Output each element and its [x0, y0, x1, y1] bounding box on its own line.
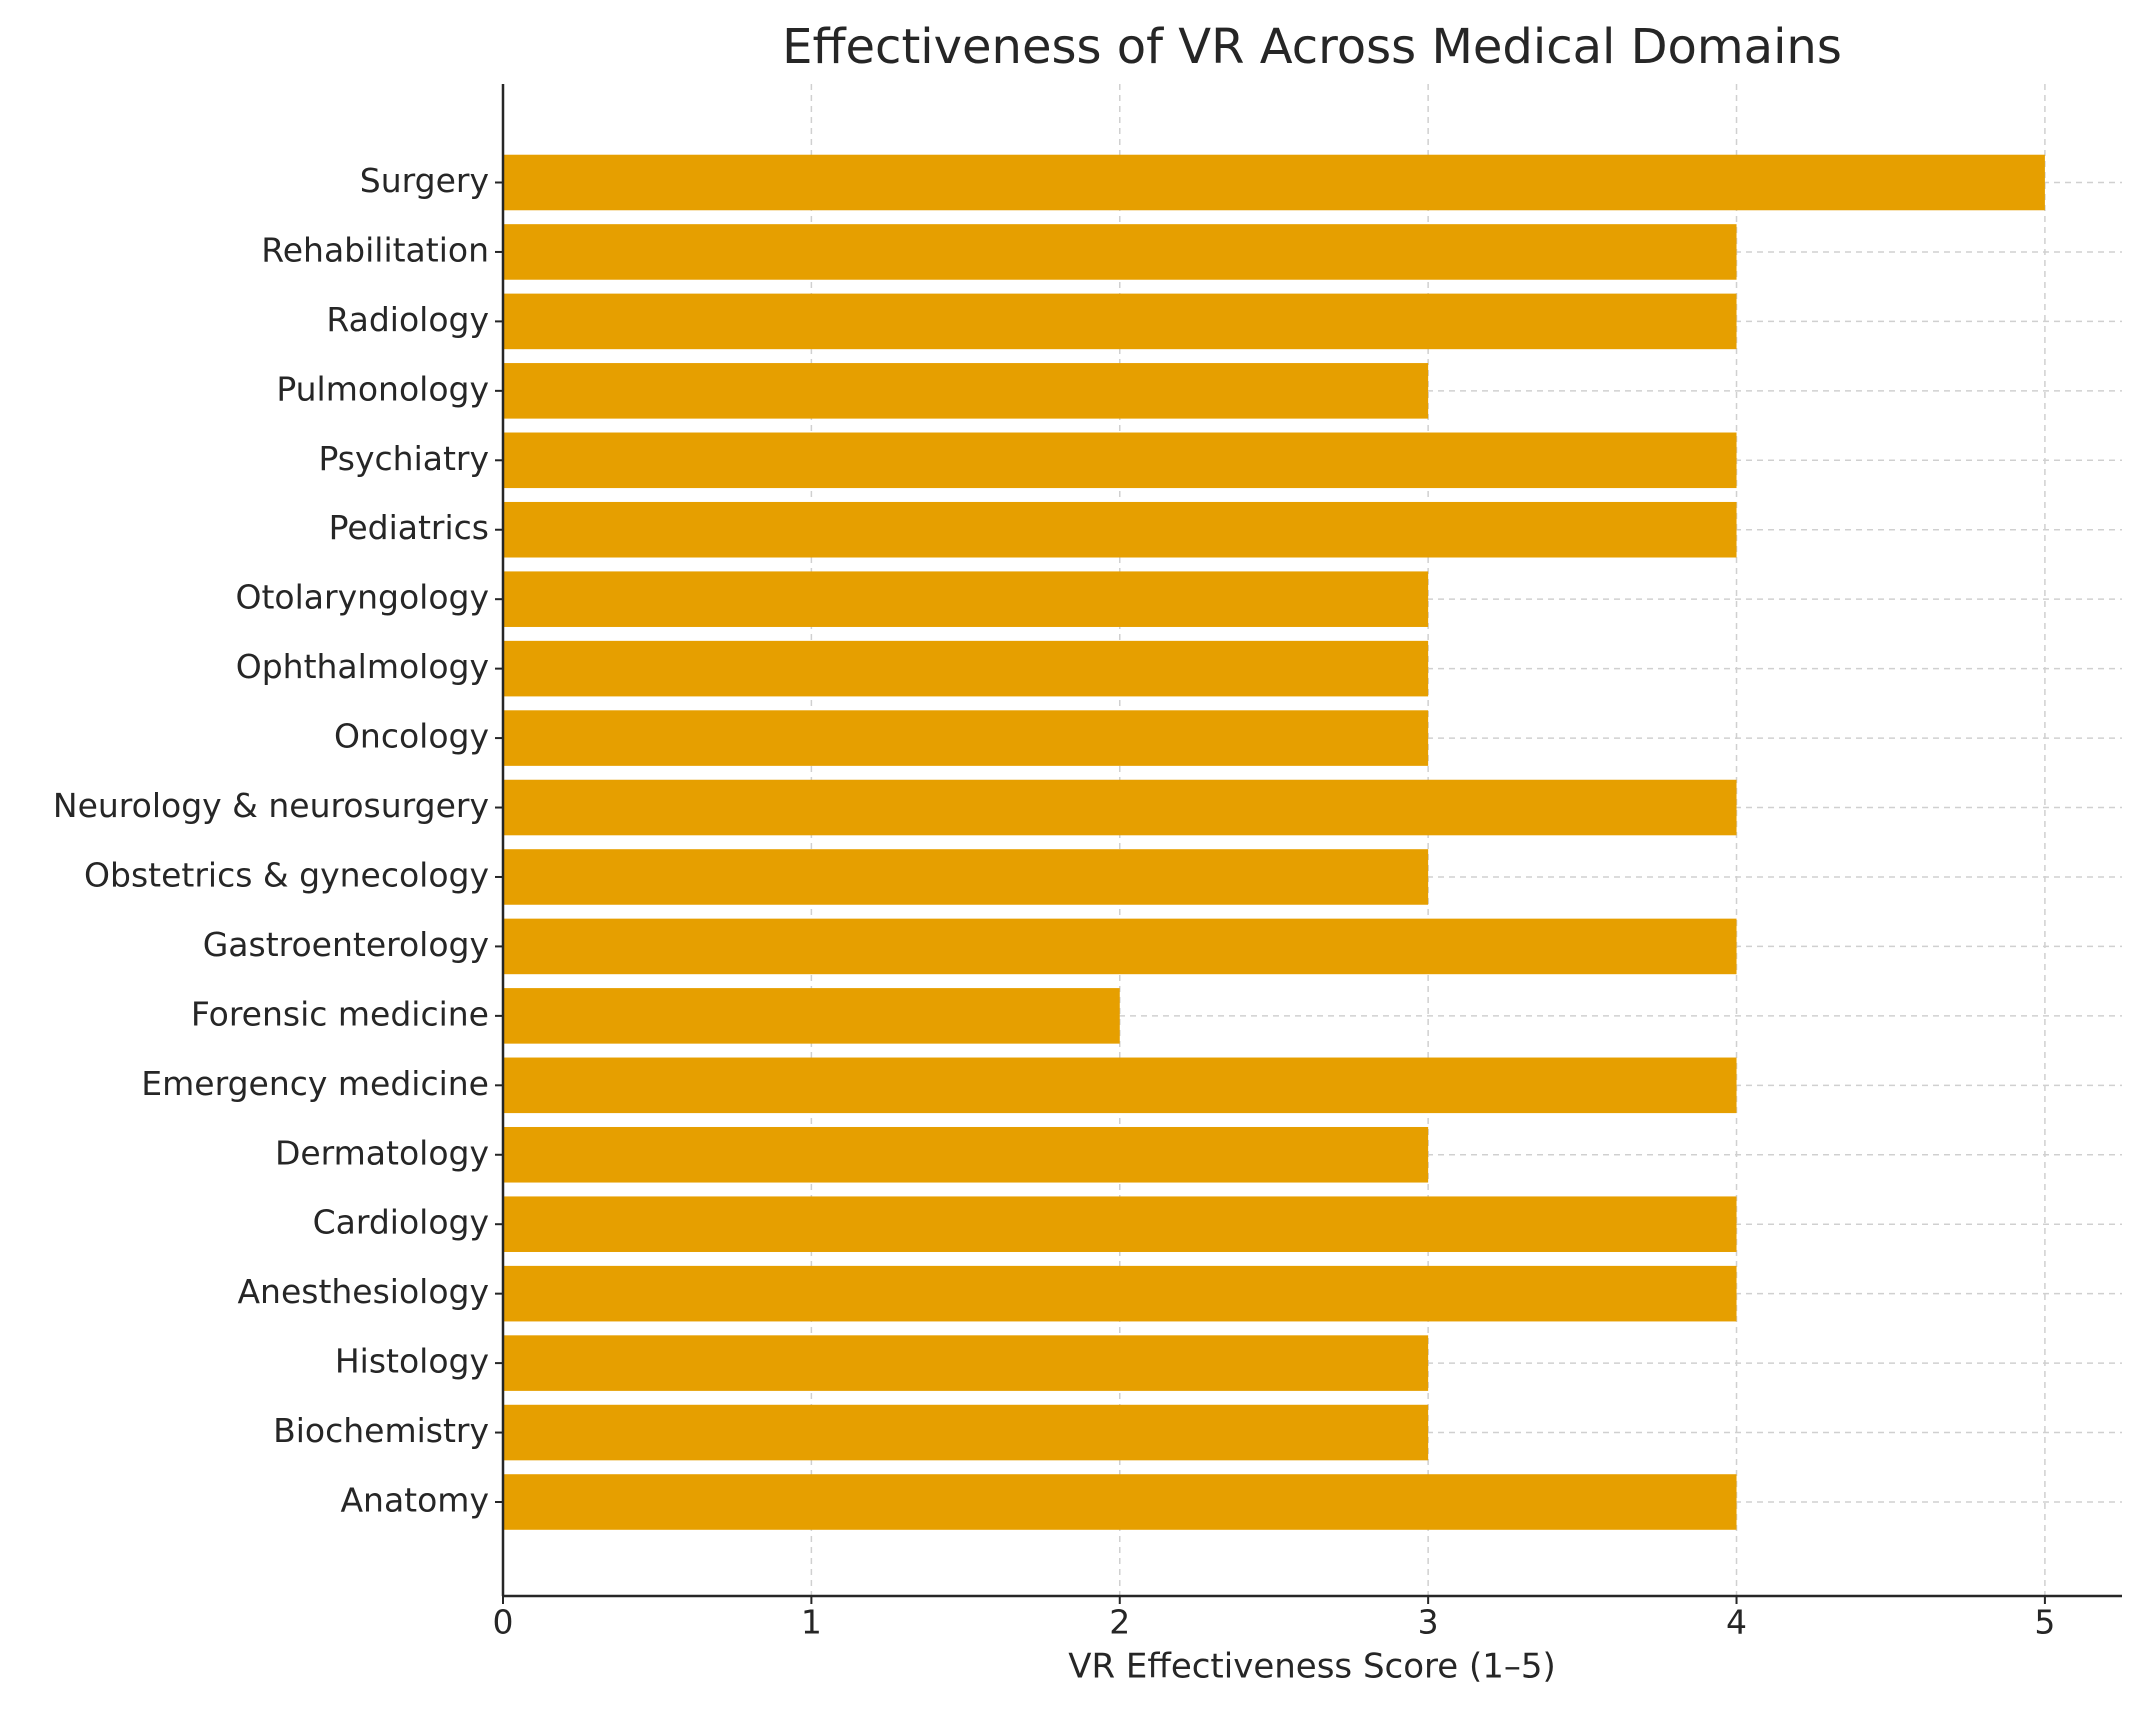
y-tick-label: Oncology — [334, 717, 489, 756]
bar — [503, 1335, 1429, 1391]
chart-title: Effectiveness of VR Across Medical Domai… — [782, 19, 1842, 75]
x-tick-label: 1 — [801, 1603, 822, 1642]
bar — [503, 849, 1429, 905]
bar — [503, 988, 1120, 1044]
y-tick-label: Pediatrics — [329, 508, 489, 547]
y-tick-label: Dermatology — [275, 1133, 489, 1172]
y-tick-label: Emergency medicine — [141, 1064, 489, 1103]
y-tick-label: Neurology & neurosurgery — [53, 786, 489, 825]
y-tick-label: Anesthesiology — [237, 1272, 489, 1311]
y-tick-label: Radiology — [326, 300, 489, 339]
x-tick-label: 4 — [1726, 1603, 1747, 1642]
bar — [503, 1196, 1737, 1252]
y-tick-label: Anatomy — [340, 1481, 489, 1520]
y-tick-label: Obstetrics & gynecology — [84, 855, 489, 894]
y-tick-label: Forensic medicine — [191, 994, 489, 1033]
x-axis-label: VR Effectiveness Score (1–5) — [1068, 1647, 1556, 1687]
bar — [503, 293, 1737, 350]
y-tick-label: Otolaryngology — [236, 578, 489, 617]
bar — [503, 640, 1429, 697]
bar — [503, 224, 1737, 280]
y-tick-label: Psychiatry — [318, 439, 489, 478]
bar — [503, 432, 1737, 489]
bar — [503, 501, 1737, 558]
bar — [503, 571, 1429, 627]
bar — [503, 1265, 1737, 1322]
bar — [503, 154, 2045, 211]
y-tick-label: Pulmonology — [276, 369, 489, 408]
x-tick-label: 2 — [1109, 1603, 1130, 1642]
bar — [503, 1474, 1737, 1530]
bar — [503, 779, 1737, 836]
x-tick-label: 0 — [493, 1603, 514, 1642]
bar — [503, 1126, 1429, 1183]
y-tick-label: Gastroenterology — [203, 925, 489, 964]
x-tick-label: 3 — [1418, 1603, 1439, 1642]
bar — [503, 1404, 1429, 1461]
bar — [503, 1057, 1737, 1114]
y-tick-label: Histology — [335, 1342, 489, 1381]
bar — [503, 918, 1737, 975]
bar — [503, 363, 1429, 419]
y-tick-label: Biochemistry — [273, 1411, 489, 1450]
y-tick-label: Rehabilitation — [261, 230, 489, 269]
bar — [503, 710, 1429, 766]
y-tick-label: Ophthalmology — [236, 647, 489, 686]
y-tick-label: Cardiology — [313, 1203, 489, 1242]
x-tick-label: 5 — [2034, 1603, 2055, 1642]
y-tick-label: Surgery — [360, 161, 489, 200]
